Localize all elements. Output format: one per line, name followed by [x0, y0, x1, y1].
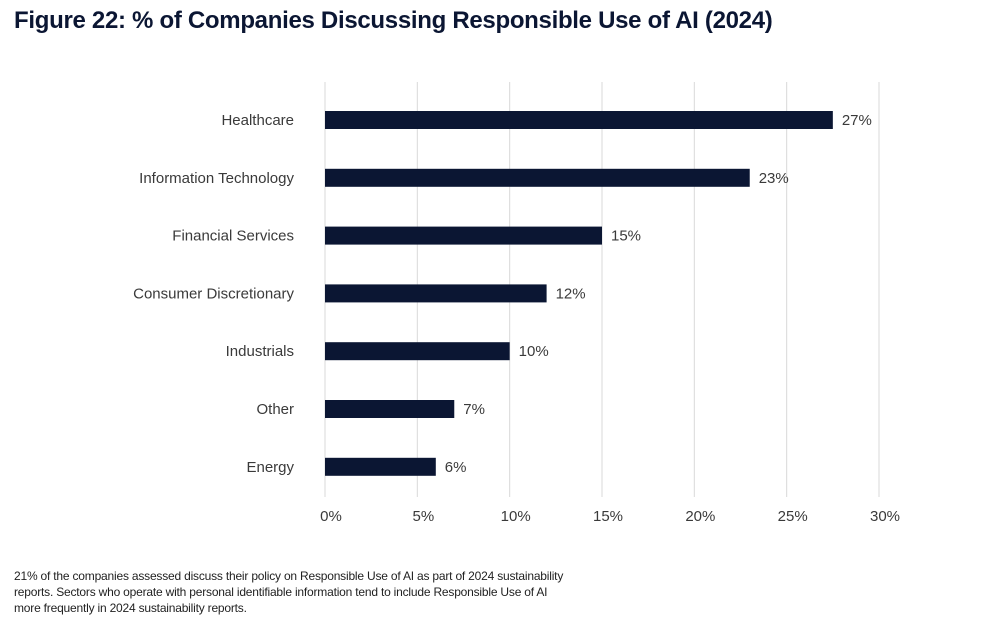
x-tick-label: 5%: [412, 508, 434, 525]
data-label: 23%: [759, 170, 789, 187]
bar: [325, 168, 750, 187]
bars: [325, 111, 833, 476]
x-tick-label: 15%: [593, 508, 623, 525]
bar: [325, 284, 547, 303]
chart-title: Figure 22: % of Companies Discussing Res…: [14, 7, 773, 34]
category-label: Consumer Discretionary: [133, 285, 294, 302]
category-label: Energy: [246, 459, 294, 476]
data-label: 12%: [556, 285, 586, 302]
data-label: 15%: [611, 228, 641, 245]
category-label: Information Technology: [139, 170, 294, 187]
data-label: 6%: [445, 459, 467, 476]
category-label: Financial Services: [172, 228, 294, 245]
bar: [325, 400, 455, 418]
x-tick-label: 25%: [778, 508, 808, 525]
x-axis-ticks: 0% 5% 10% 15% 20% 25% 30%: [320, 508, 900, 525]
bar: [325, 226, 602, 245]
x-tick-label: 10%: [501, 508, 531, 525]
data-label: 7%: [463, 401, 485, 418]
data-label: 27%: [842, 112, 872, 129]
bar: [325, 342, 510, 361]
bar: [325, 111, 833, 129]
data-labels: 27% 23% 15% 12% 10% 7% 6%: [445, 112, 872, 476]
category-label: Other: [256, 401, 294, 418]
x-tick-label: 30%: [870, 508, 900, 525]
data-label: 10%: [519, 343, 549, 360]
x-tick-label: 0%: [320, 508, 342, 525]
category-labels: Healthcare Information Technology Financia…: [133, 112, 294, 476]
category-label: Industrials: [226, 343, 294, 360]
bar-chart: Healthcare Information Technology Financia…: [133, 82, 900, 525]
x-tick-label: 20%: [685, 508, 715, 525]
bar: [325, 457, 436, 476]
footnote: 21% of the companies assessed discuss th…: [14, 569, 564, 615]
category-label: Healthcare: [221, 112, 294, 129]
